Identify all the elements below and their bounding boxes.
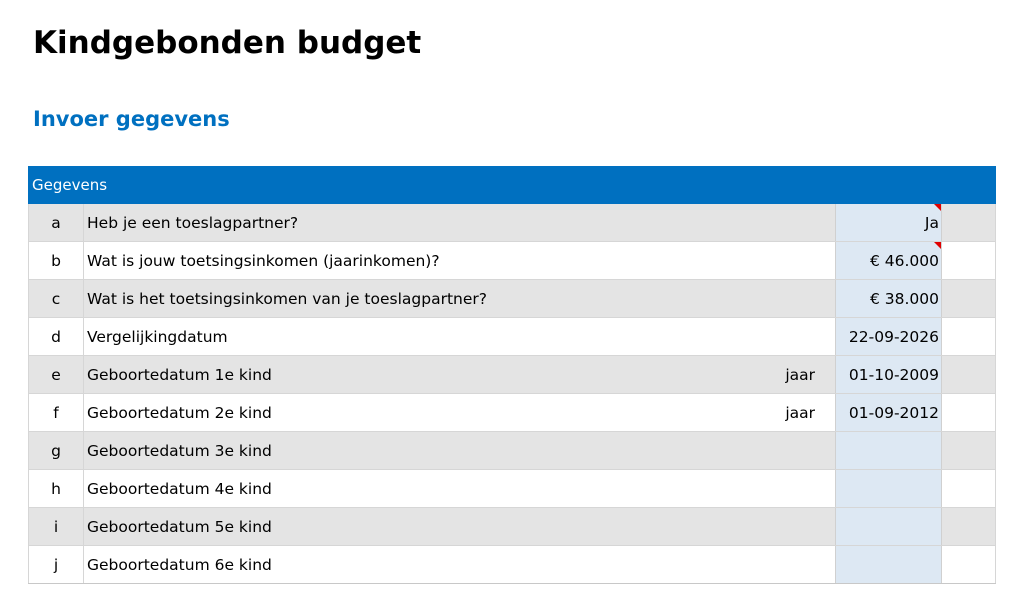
- table-row: j Geboortedatum 6e kind: [28, 546, 996, 584]
- row-age: [783, 546, 835, 583]
- row-value: 01-09-2012: [848, 403, 939, 422]
- row-value: 22-09-2026: [848, 327, 939, 346]
- table-row: c Wat is het toetsingsinkomen van je toe…: [28, 280, 996, 318]
- row-letter: f: [28, 394, 83, 431]
- table-row: i Geboortedatum 5e kind: [28, 508, 996, 546]
- row-age: [783, 318, 835, 355]
- table-row: d Vergelijkingdatum 22-09-2026: [28, 318, 996, 356]
- row-letter: e: [28, 356, 83, 393]
- table-row: h Geboortedatum 4e kind: [28, 470, 996, 508]
- row-question: Geboortedatum 3e kind: [83, 432, 783, 469]
- table-row: f Geboortedatum 2e kind 14 jaar 01-09-20…: [28, 394, 996, 432]
- row-age: [783, 470, 835, 507]
- child-1-birthdate-input[interactable]: 01-10-2009: [835, 356, 942, 393]
- partner-income-input[interactable]: € 38.000: [835, 280, 942, 317]
- row-question: Geboortedatum 2e kind: [83, 394, 783, 431]
- child-2-birthdate-input[interactable]: 01-09-2012: [835, 394, 942, 431]
- empty-cell: [942, 280, 996, 317]
- table-row: a Heb je een toeslagpartner? Ja: [28, 204, 996, 242]
- row-age: [783, 204, 835, 241]
- comparison-date-input[interactable]: 22-09-2026: [835, 318, 942, 355]
- row-value: 01-10-2009: [848, 365, 939, 384]
- comment-indicator-icon[interactable]: [934, 204, 941, 211]
- row-age: 14 jaar: [783, 403, 815, 422]
- empty-cell: [942, 432, 996, 469]
- row-letter: h: [28, 470, 83, 507]
- row-age: [783, 508, 835, 545]
- row-letter: c: [28, 280, 83, 317]
- row-question: Geboortedatum 5e kind: [83, 508, 783, 545]
- comment-indicator-icon[interactable]: [934, 242, 941, 249]
- row-letter: i: [28, 508, 83, 545]
- table-row: g Geboortedatum 3e kind: [28, 432, 996, 470]
- row-age: [783, 242, 835, 279]
- row-letter: d: [28, 318, 83, 355]
- empty-cell: [942, 470, 996, 507]
- row-question: Wat is het toetsingsinkomen van je toesl…: [83, 280, 783, 317]
- row-letter: j: [28, 546, 83, 583]
- empty-cell: [942, 242, 996, 279]
- section-title: Invoer gegevens: [33, 107, 230, 131]
- row-question: Geboortedatum 1e kind: [83, 356, 783, 393]
- table-header: Gegevens: [28, 166, 996, 204]
- row-question: Vergelijkingdatum: [83, 318, 783, 355]
- table-row: b Wat is jouw toetsingsinkomen (jaarinko…: [28, 242, 996, 280]
- page-title: Kindgebonden budget: [33, 25, 422, 61]
- own-income-input[interactable]: € 46.000: [835, 242, 942, 279]
- row-value: € 38.000: [869, 289, 939, 308]
- row-letter: b: [28, 242, 83, 279]
- empty-cell: [942, 356, 996, 393]
- row-age: [783, 280, 835, 317]
- child-3-birthdate-input[interactable]: [835, 432, 942, 469]
- row-age: 16 jaar: [783, 365, 815, 384]
- child-5-birthdate-input[interactable]: [835, 508, 942, 545]
- row-letter: g: [28, 432, 83, 469]
- child-4-birthdate-input[interactable]: [835, 470, 942, 507]
- row-age: [783, 432, 835, 469]
- row-question: Wat is jouw toetsingsinkomen (jaarinkome…: [83, 242, 783, 279]
- row-value: Ja: [924, 213, 939, 232]
- empty-cell: [942, 546, 996, 583]
- toeslagpartner-input[interactable]: Ja: [835, 204, 942, 241]
- row-question: Geboortedatum 4e kind: [83, 470, 783, 507]
- empty-cell: [942, 204, 996, 241]
- row-question: Geboortedatum 6e kind: [83, 546, 783, 583]
- row-question: Heb je een toeslagpartner?: [83, 204, 783, 241]
- child-6-birthdate-input[interactable]: [835, 546, 942, 583]
- input-table: Gegevens a Heb je een toeslagpartner? Ja…: [28, 166, 996, 584]
- empty-cell: [942, 318, 996, 355]
- empty-cell: [942, 508, 996, 545]
- table-row: e Geboortedatum 1e kind 16 jaar 01-10-20…: [28, 356, 996, 394]
- empty-cell: [942, 394, 996, 431]
- row-value: € 46.000: [869, 251, 939, 270]
- row-letter: a: [28, 204, 83, 241]
